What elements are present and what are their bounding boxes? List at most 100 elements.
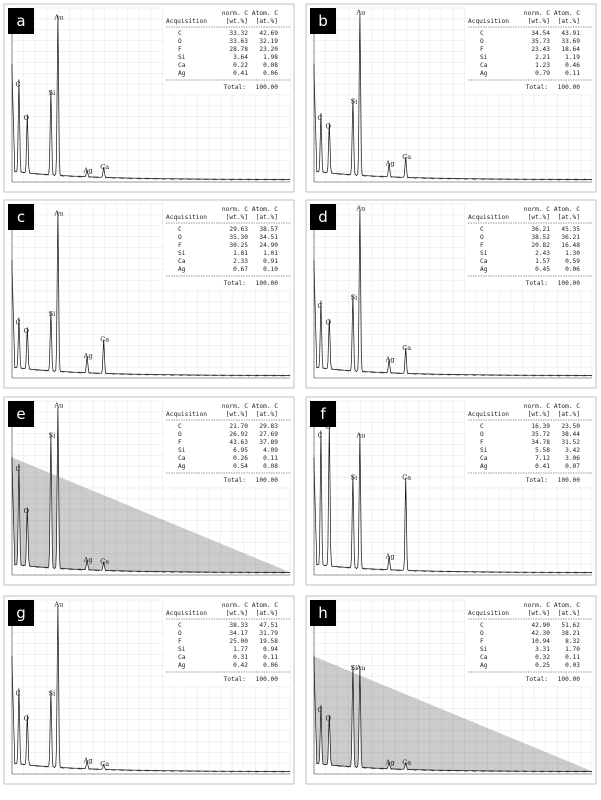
peak-label: C xyxy=(15,689,20,697)
peak-label: Si xyxy=(49,432,56,440)
table-header: Acquisition xyxy=(166,411,207,418)
table-cell: Ca xyxy=(178,62,186,69)
table-cell: F xyxy=(480,242,484,249)
peak-label: Ca xyxy=(100,558,109,566)
table-header: norm. C xyxy=(222,602,248,609)
panel-label: d xyxy=(318,208,328,226)
table-header: [wt.%] xyxy=(226,18,248,25)
table-header: Acquisition xyxy=(166,214,207,221)
peak-label: Ca xyxy=(402,758,411,766)
table-cell: 43.91 xyxy=(561,30,580,37)
peak-label: Si xyxy=(49,310,56,318)
table-bg xyxy=(164,203,290,289)
peak-label: Ag xyxy=(83,757,93,765)
peak-label: Ag xyxy=(385,160,395,168)
table-cell: Ca xyxy=(178,455,186,462)
table-bg xyxy=(164,599,290,685)
table-cell: O xyxy=(480,38,484,45)
peak-label: O xyxy=(326,715,331,723)
peak-label: Ca xyxy=(100,163,109,171)
table-cell: 35.73 xyxy=(531,38,550,45)
table-cell: Ca xyxy=(480,258,488,265)
panel-label-box xyxy=(8,8,34,34)
peak-label: O xyxy=(24,507,29,515)
table-total-value: 100.00 xyxy=(256,477,279,484)
table-header: Acquisition xyxy=(468,610,509,617)
peak-label: Si xyxy=(49,89,56,97)
peak-label: O xyxy=(326,423,331,431)
table-header: [at.%] xyxy=(558,18,580,25)
spectrum xyxy=(313,209,593,377)
table-header: Atom. C xyxy=(252,403,278,410)
table-header: [at.%] xyxy=(256,18,278,25)
table-cell: C xyxy=(480,423,484,430)
table-cell: 26.92 xyxy=(229,431,248,438)
table-cell: 38.57 xyxy=(259,226,278,233)
table-cell: Si xyxy=(480,646,488,653)
peak-label: Si xyxy=(351,97,358,105)
table-header: Acquisition xyxy=(166,18,207,25)
panel-label: c xyxy=(17,208,25,226)
spectrum xyxy=(313,656,593,773)
table-cell: 1.30 xyxy=(565,250,580,257)
table-cell: 30.25 xyxy=(229,242,248,249)
table-header: Atom. C xyxy=(252,10,278,17)
table-cell: Si xyxy=(178,646,186,653)
table-cell: 42.30 xyxy=(531,630,550,637)
table-cell: C xyxy=(480,622,484,629)
table-cell: Ca xyxy=(480,455,488,462)
peak-label: Au xyxy=(53,401,63,409)
table-cell: 0.10 xyxy=(263,266,278,273)
table-cell: Ca xyxy=(178,654,186,661)
table-cell: 0.41 xyxy=(233,70,248,77)
table-header: [at.%] xyxy=(558,214,580,221)
table-cell: 38.33 xyxy=(229,622,248,629)
table-cell: 7.12 xyxy=(535,455,550,462)
panel-label-box xyxy=(8,600,34,626)
table-cell: 35.72 xyxy=(531,431,550,438)
table-cell: 0.11 xyxy=(565,654,580,661)
panel-label: f xyxy=(320,405,326,423)
table-cell: O xyxy=(178,38,182,45)
table-cell: O xyxy=(480,234,484,241)
table-cell: 1.70 xyxy=(565,646,580,653)
table-cell: O xyxy=(178,234,182,241)
table-cell: Ag xyxy=(178,662,186,669)
table-header: norm. C xyxy=(524,602,550,609)
peak-label: C xyxy=(317,432,322,440)
table-cell: O xyxy=(178,431,182,438)
table-cell: 1.19 xyxy=(565,54,580,61)
peak-label: O xyxy=(24,327,29,335)
table-cell: 33.63 xyxy=(229,38,248,45)
table-cell: 36.21 xyxy=(561,234,580,241)
panel-label-box xyxy=(310,8,336,34)
table-cell: 8.32 xyxy=(565,638,580,645)
table-cell: 0.08 xyxy=(263,62,278,69)
peak-label: Ag xyxy=(385,758,395,766)
table-header: Atom. C xyxy=(554,206,580,213)
peak-label: Ag xyxy=(83,556,93,564)
table-cell: 0.59 xyxy=(565,258,580,265)
peak-label: C xyxy=(15,465,20,473)
table-cell: 34.54 xyxy=(531,30,550,37)
table-cell: 2.33 xyxy=(233,258,248,265)
peak-label: Au xyxy=(355,432,365,440)
table-cell: 0.06 xyxy=(263,662,278,669)
table-cell: 1.77 xyxy=(233,646,248,653)
table-cell: 38.44 xyxy=(561,431,580,438)
table-cell: 28.78 xyxy=(229,46,248,53)
table-total-value: 100.00 xyxy=(256,84,279,91)
table-header: [wt.%] xyxy=(528,214,550,221)
table-cell: Ca xyxy=(480,654,488,661)
table-header: [at.%] xyxy=(256,411,278,418)
table-bg xyxy=(466,599,592,685)
table-header: [wt.%] xyxy=(528,610,550,617)
table-cell: 0.42 xyxy=(233,662,248,669)
table-cell: F xyxy=(480,439,484,446)
table-cell: F xyxy=(480,46,484,53)
table-cell: F xyxy=(178,439,182,446)
table-cell: Si xyxy=(480,54,488,61)
